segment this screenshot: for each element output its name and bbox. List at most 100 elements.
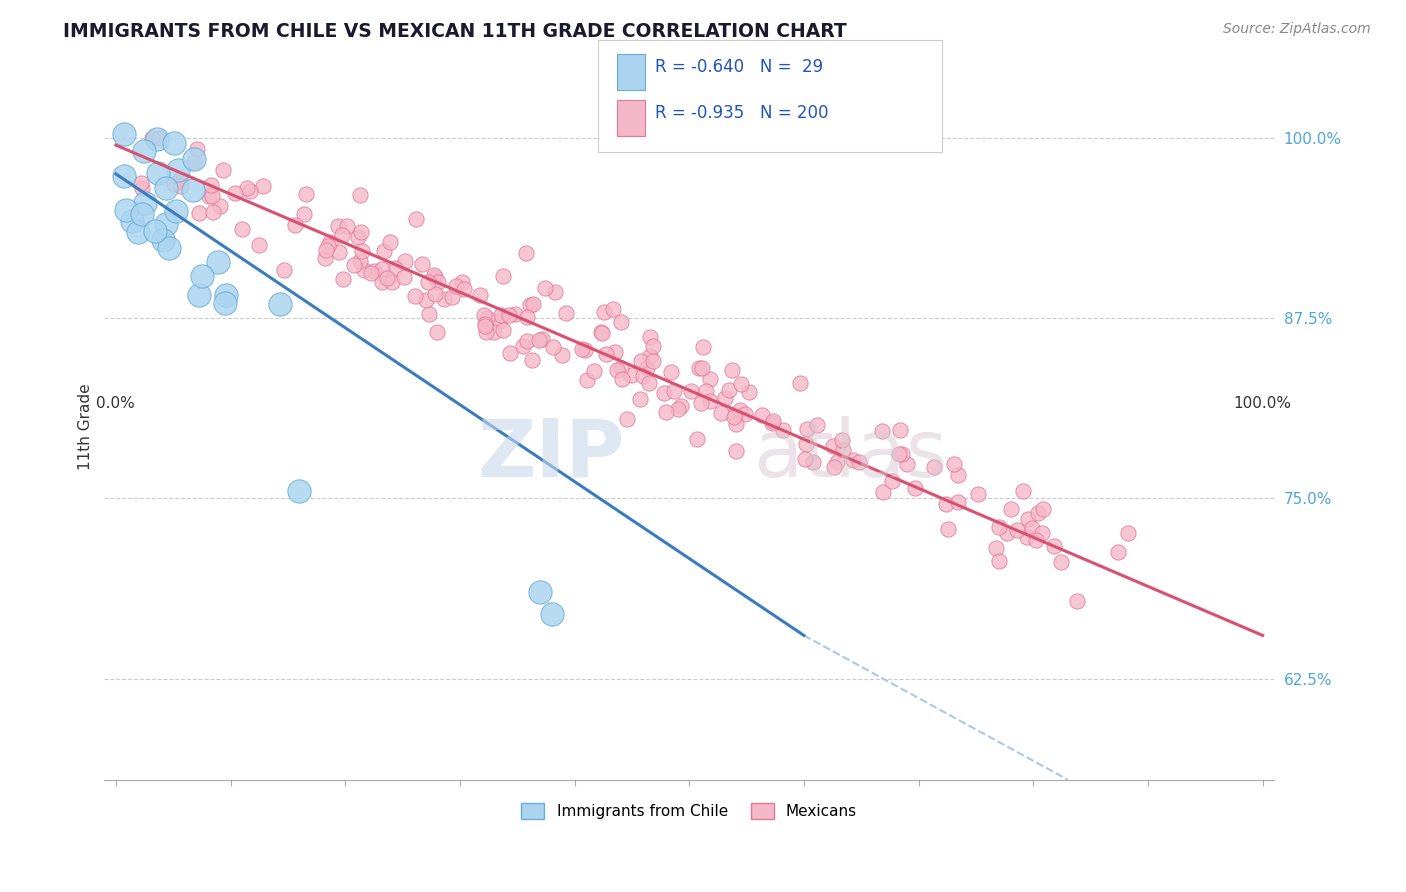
Point — [328, 244, 350, 259]
Point — [796, 422, 818, 436]
Point — [472, 308, 495, 322]
Point — [638, 349, 661, 363]
Point — [679, 384, 702, 398]
Point — [595, 346, 617, 360]
Point — [966, 487, 988, 501]
Point — [831, 433, 853, 447]
Point — [655, 405, 678, 419]
Point — [163, 136, 186, 151]
Point — [423, 268, 446, 283]
Point — [801, 455, 824, 469]
Point — [187, 288, 209, 302]
Point — [499, 346, 522, 360]
Point — [201, 205, 224, 219]
Point — [212, 163, 235, 178]
Point — [730, 376, 752, 391]
Point — [772, 423, 794, 437]
Point — [880, 475, 903, 489]
Point — [146, 132, 169, 146]
Point — [870, 425, 893, 439]
Point — [554, 306, 576, 320]
Point — [433, 292, 456, 306]
Point — [183, 152, 205, 166]
Point — [793, 451, 815, 466]
Point — [582, 364, 605, 378]
Point — [411, 257, 433, 271]
Point — [519, 298, 541, 312]
Point — [224, 186, 246, 200]
Point — [633, 369, 655, 384]
Point — [823, 439, 845, 453]
Point — [686, 432, 709, 446]
Point — [131, 206, 153, 220]
Point — [591, 326, 613, 340]
Point — [842, 453, 865, 467]
Point — [616, 412, 638, 426]
Point — [114, 203, 136, 218]
Point — [997, 526, 1019, 541]
Point — [157, 242, 180, 256]
Text: ZIP: ZIP — [478, 416, 624, 493]
Point — [669, 399, 692, 413]
Point — [762, 414, 785, 428]
Point — [527, 333, 550, 347]
Point — [724, 443, 747, 458]
Point — [946, 495, 969, 509]
Point — [444, 278, 467, 293]
Point — [713, 392, 735, 406]
Point — [352, 244, 374, 258]
Point — [872, 485, 894, 500]
Point — [207, 255, 229, 269]
Point — [520, 353, 543, 368]
Point — [751, 408, 773, 422]
Point — [169, 172, 191, 186]
Point — [380, 235, 402, 250]
Point — [474, 319, 496, 334]
Point — [319, 235, 342, 250]
Point — [129, 176, 152, 190]
Point — [721, 363, 744, 377]
Point — [662, 384, 685, 398]
Point — [641, 353, 664, 368]
Point — [734, 407, 756, 421]
Point — [575, 373, 598, 387]
Point — [589, 325, 612, 339]
Point — [512, 339, 534, 353]
Point — [515, 310, 537, 324]
Point — [832, 442, 855, 457]
Point — [425, 286, 447, 301]
Point — [620, 368, 643, 382]
Text: R = -0.935   N = 200: R = -0.935 N = 200 — [655, 103, 828, 121]
Point — [489, 308, 512, 322]
Point — [371, 275, 394, 289]
Point — [353, 263, 375, 277]
Point — [415, 293, 437, 307]
Point — [252, 178, 274, 193]
Point — [247, 238, 270, 252]
Point — [292, 207, 315, 221]
Point — [661, 365, 683, 379]
Point — [728, 403, 751, 417]
Point — [638, 376, 661, 390]
Point — [214, 296, 236, 310]
Point — [326, 219, 349, 233]
Point — [475, 310, 498, 325]
Point — [723, 410, 745, 425]
Point — [440, 290, 463, 304]
Point — [273, 263, 295, 277]
Point — [761, 416, 783, 430]
Text: Source: ZipAtlas.com: Source: ZipAtlas.com — [1223, 22, 1371, 37]
Point — [132, 144, 155, 158]
Point — [1032, 501, 1054, 516]
Point — [112, 127, 135, 141]
Point — [394, 269, 416, 284]
Point — [630, 354, 652, 368]
Point — [405, 211, 427, 226]
Point — [482, 325, 505, 339]
Point — [394, 253, 416, 268]
Point — [134, 196, 156, 211]
Point — [371, 261, 394, 276]
Point — [889, 423, 911, 437]
Point — [418, 307, 440, 321]
Point — [610, 372, 633, 386]
